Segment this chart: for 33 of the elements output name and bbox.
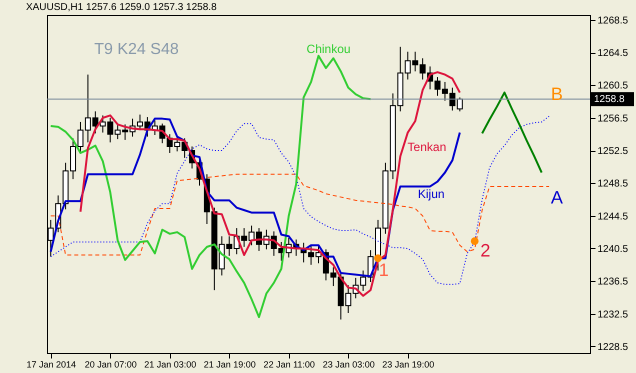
y-tick-label: 1248.5 [598, 178, 629, 190]
annotation: T9 K24 S48 [94, 40, 179, 58]
y-tick-label: 1232.5 [598, 309, 629, 320]
line-series [50, 118, 461, 278]
annotation: A [550, 188, 563, 208]
annotation: Tenkan [408, 140, 446, 154]
x-tick-label: 20 Jan 07:00 [84, 360, 137, 370]
y-tick-label: 1256.5 [598, 113, 629, 124]
y-tick-label: 1244.5 [598, 211, 629, 222]
line-series [79, 71, 461, 297]
y-tick-label: 1264.5 [598, 48, 629, 60]
line-series [481, 92, 543, 174]
annotation: B [550, 84, 563, 104]
y-tick-label: 1240.5 [598, 244, 629, 255]
x-tick-label: 22 Jan 11:00 [264, 360, 315, 370]
y-tick-label: 1228.5 [598, 342, 629, 353]
y-tick-label: 1236.5 [598, 276, 629, 288]
x-tick-label: 21 Jan 19:00 [204, 360, 256, 370]
line-series [50, 54, 372, 318]
x-tick-label: 21 Jan 03:00 [144, 360, 196, 370]
y-tick-label: 1260.5 [598, 80, 629, 92]
line-series [50, 116, 550, 285]
annotation: 1 [378, 260, 389, 280]
ref-line-label: 1258.8 [594, 94, 626, 106]
annotation: Chinkou [306, 42, 351, 56]
x-tick-label: 23 Jan 03:00 [322, 360, 375, 370]
x-tick-label: 17 Jan 2014 [26, 360, 76, 370]
y-tick-label: 1268.5 [598, 15, 629, 26]
annotation: 2 [480, 240, 490, 261]
annotation: Kijun [418, 187, 445, 202]
x-tick-label: 23 Jan 19:00 [382, 360, 434, 370]
y-tick-label: 1252.5 [598, 146, 629, 158]
chart-title: XAUUSD,H1 1257.6 1259.0 1257.3 1258.8 [26, 2, 218, 13]
